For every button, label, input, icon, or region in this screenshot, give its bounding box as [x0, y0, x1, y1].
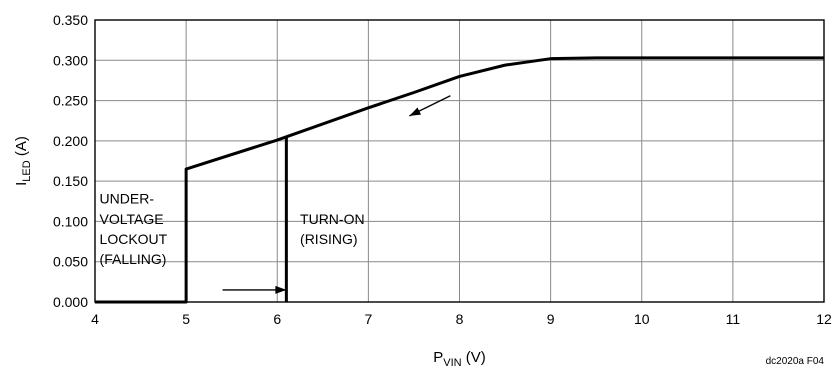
- x-tick-label: 5: [182, 311, 190, 327]
- y-tick-label: 0.000: [53, 294, 88, 310]
- x-axis-label-sub: VIN: [443, 357, 461, 369]
- grid: [95, 20, 824, 302]
- figure-id: dc2020a F04: [766, 356, 825, 367]
- y-axis-label-suffix: (A): [13, 136, 30, 160]
- x-tick-label: 8: [456, 311, 464, 327]
- x-tick-label: 7: [364, 311, 372, 327]
- tick-labels: 4 5 6 7 8 9 10 11 12 0.000 0.050 0.100 0.150 0.200 0.2…: [53, 12, 832, 327]
- arrows: [222, 95, 451, 294]
- y-axis-label: ILED (A): [13, 136, 33, 186]
- x-tick-label: 4: [91, 311, 99, 327]
- annotations: UNDER- VOLTAGE LOCKOUT (FALLING) TURN-ON (RIS…: [100, 191, 365, 267]
- annotation-text: UNDER-: [100, 191, 155, 207]
- annotation-text: VOLTAGE: [100, 211, 164, 227]
- x-axis-label-suffix: (V): [462, 349, 486, 366]
- series-line-1: [95, 56, 824, 304]
- y-axis-label-sub: LED: [21, 160, 33, 181]
- x-axis-label: PVIN (V): [433, 349, 486, 369]
- arrow-2-head: [409, 107, 422, 116]
- annotation-text: (RISING): [300, 231, 358, 247]
- plot-frame: [94, 19, 825, 303]
- annotation-text: TURN-ON: [300, 211, 365, 227]
- x-tick-label: 10: [634, 311, 650, 327]
- x-tick-label: 6: [273, 311, 281, 327]
- y-axis-label-main: I: [13, 182, 30, 186]
- x-axis-label-main: P: [433, 349, 443, 366]
- x-tick-label: 9: [547, 311, 555, 327]
- arrow-1-head: [275, 285, 287, 294]
- curves: [95, 56, 824, 304]
- annotation-text: LOCKOUT: [100, 231, 168, 247]
- x-tick-label: 12: [816, 311, 832, 327]
- y-tick-label: 0.250: [53, 93, 88, 109]
- y-tick-label: 0.100: [53, 213, 88, 229]
- y-tick-label: 0.200: [53, 133, 88, 149]
- y-tick-label: 0.150: [53, 173, 88, 189]
- x-tick-label: 11: [726, 311, 741, 327]
- y-tick-label: 0.050: [53, 254, 88, 270]
- y-tick-label: 0.300: [53, 52, 88, 68]
- annotation-text: (FALLING): [100, 251, 167, 267]
- y-tick-label: 0.350: [53, 12, 88, 28]
